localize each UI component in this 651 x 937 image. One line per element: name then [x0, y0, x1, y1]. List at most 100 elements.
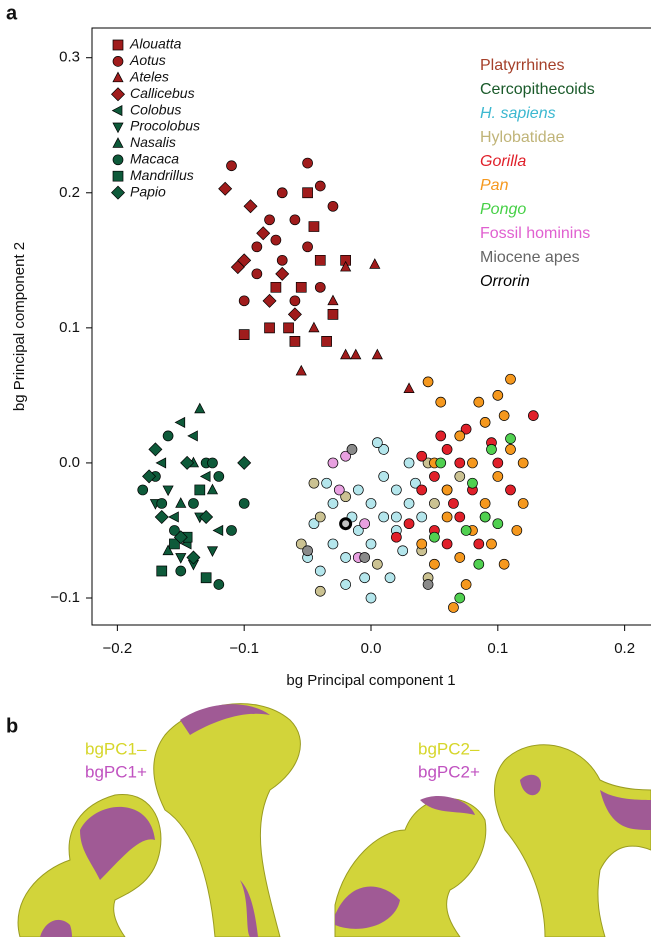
data-point	[479, 498, 491, 509]
data-point	[321, 336, 332, 347]
data-point	[473, 396, 485, 408]
y-tick-label: −0.1	[50, 589, 80, 606]
data-point	[416, 450, 428, 462]
data-point	[448, 498, 459, 509]
data-point	[369, 258, 381, 269]
data-point	[175, 497, 187, 508]
data-point	[327, 308, 339, 320]
data-point	[454, 552, 466, 563]
data-point	[230, 260, 245, 275]
data-point	[473, 538, 485, 550]
data-point	[454, 511, 466, 523]
data-point	[441, 511, 453, 523]
data-point	[429, 531, 440, 543]
data-point	[175, 553, 187, 564]
data-point	[308, 477, 320, 489]
legend-label: Macaca	[130, 151, 179, 167]
group-legend-label: Hylobatidae	[480, 129, 565, 146]
data-point	[340, 579, 351, 590]
group-legend-label: Platyrrhines	[480, 57, 564, 74]
legend-marker	[112, 137, 124, 148]
data-point	[391, 484, 402, 496]
data-point	[137, 484, 149, 496]
data-point	[264, 322, 275, 334]
data-point	[340, 450, 351, 462]
data-point	[251, 268, 263, 280]
data-point	[186, 550, 201, 565]
data-point	[486, 538, 497, 550]
data-point	[397, 545, 409, 557]
legend-label: Alouatta	[129, 36, 182, 52]
legend-marker	[111, 87, 125, 102]
data-point	[460, 525, 472, 536]
legend-label: Papio	[130, 183, 166, 199]
data-point	[441, 538, 453, 550]
data-point	[410, 477, 421, 489]
group-legend-label: Pongo	[480, 201, 526, 218]
group-legend-label: Orrorin	[480, 273, 530, 290]
data-point	[403, 382, 415, 393]
data-point	[302, 545, 313, 557]
data-point	[340, 348, 352, 360]
data-point	[276, 254, 288, 266]
legend-label: Colobus	[130, 101, 181, 117]
legend-marker	[112, 56, 124, 67]
data-point	[302, 187, 313, 199]
data-point	[194, 484, 206, 496]
data-point	[327, 498, 339, 509]
data-point	[148, 442, 163, 457]
legend-marker	[112, 71, 124, 83]
data-point	[422, 579, 434, 590]
data-point	[275, 266, 290, 281]
data-point	[435, 430, 447, 442]
legend-marker	[112, 39, 124, 51]
data-point	[175, 565, 187, 577]
data-point	[429, 471, 440, 482]
data-point	[486, 444, 497, 455]
data-point	[295, 281, 307, 293]
data-point	[371, 348, 383, 360]
data-point	[511, 525, 523, 536]
data-point	[346, 444, 358, 455]
data-point	[378, 471, 390, 482]
bone-legend-label: bgPC1+	[85, 762, 147, 781]
data-point	[505, 444, 516, 455]
data-point	[441, 484, 453, 496]
data-point	[365, 498, 377, 509]
data-point	[212, 524, 224, 537]
data-point	[517, 457, 529, 469]
data-point	[173, 530, 188, 545]
x-axis-title: bg Principal component 1	[286, 672, 455, 689]
data-point	[359, 518, 371, 530]
data-point	[314, 585, 326, 597]
data-point	[479, 511, 491, 523]
data-point	[251, 241, 263, 253]
data-point	[429, 498, 440, 509]
data-point	[295, 538, 307, 550]
data-point	[352, 525, 364, 536]
data-point	[243, 199, 258, 214]
data-point	[327, 457, 339, 469]
panel-label: a	[6, 2, 18, 24]
data-point	[454, 457, 466, 469]
data-point	[403, 518, 415, 530]
data-point	[365, 592, 377, 604]
legend-label: Mandrillus	[130, 167, 194, 183]
x-tick-label: 0.2	[614, 640, 635, 657]
data-point	[435, 396, 447, 408]
data-point	[194, 402, 206, 414]
y-tick-label: 0.2	[59, 184, 80, 201]
data-point	[498, 410, 510, 421]
data-point	[517, 498, 529, 509]
data-point	[206, 483, 219, 495]
data-point	[142, 469, 157, 484]
legend-marker	[112, 170, 124, 182]
data-point	[340, 491, 351, 503]
data-point	[403, 498, 415, 509]
data-point	[454, 592, 466, 604]
data-point	[314, 254, 326, 266]
data-point	[352, 484, 364, 496]
data-point	[207, 457, 218, 469]
data-point	[350, 348, 362, 360]
data-point	[340, 552, 351, 563]
